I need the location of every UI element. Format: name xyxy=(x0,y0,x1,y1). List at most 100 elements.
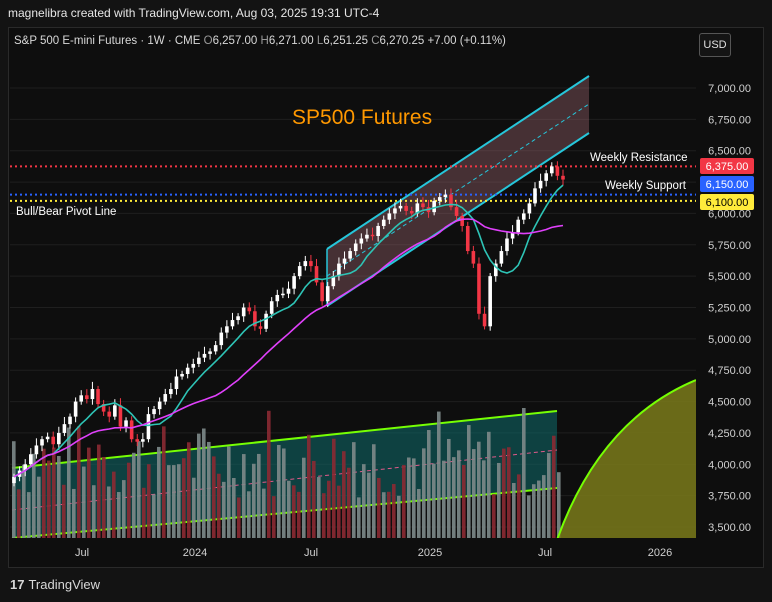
volume-bar xyxy=(407,457,411,538)
price-badge-label: 6,100.00 xyxy=(706,197,749,209)
candle-body xyxy=(57,432,61,445)
volume-bar xyxy=(247,491,251,538)
volume-bar xyxy=(317,477,321,538)
volume-bar xyxy=(252,463,256,538)
candle-body xyxy=(236,316,240,321)
candle-body xyxy=(387,213,392,220)
volume-bar xyxy=(172,465,176,538)
volume-bar xyxy=(327,480,331,538)
high-key: H xyxy=(260,35,269,47)
candle-body xyxy=(398,205,403,209)
volume-bar xyxy=(77,426,81,538)
volume-bar xyxy=(427,430,431,538)
volume-bar xyxy=(497,462,501,538)
volume-bar xyxy=(162,426,166,538)
candle-body xyxy=(62,424,67,433)
volume-bar xyxy=(422,448,426,538)
candle-body xyxy=(135,439,140,442)
volume-bar xyxy=(522,408,526,538)
candle-body xyxy=(23,464,28,471)
y-tick-label: 3,500.00 xyxy=(708,522,751,534)
volume-bar xyxy=(192,477,196,538)
volume-bar xyxy=(17,489,21,538)
volume-bar xyxy=(447,438,451,538)
volume-bar xyxy=(527,495,531,538)
candle-body xyxy=(359,238,364,244)
candle-body xyxy=(12,476,16,484)
candle-body xyxy=(549,166,554,174)
candle-body xyxy=(286,288,291,294)
candle-body xyxy=(454,207,459,216)
candle-body xyxy=(253,311,257,327)
volume-bar xyxy=(337,485,341,538)
x-tick-label: 2024 xyxy=(183,547,207,559)
volume-bar xyxy=(377,477,381,538)
volume-bar xyxy=(402,465,406,538)
candle-body xyxy=(202,353,207,358)
candle-body xyxy=(213,345,218,352)
candle-body xyxy=(353,243,358,252)
price-badge-label: 6,150.00 xyxy=(706,179,749,191)
candle-body xyxy=(505,238,509,252)
change-value: +7.00 (+0.11%) xyxy=(427,35,506,47)
volume-bar xyxy=(127,462,131,538)
y-tick-label: 4,250.00 xyxy=(708,428,751,440)
candle-body xyxy=(533,188,537,204)
candle-body xyxy=(544,173,548,181)
volume-bar xyxy=(537,480,541,538)
candle-body xyxy=(34,445,39,455)
volume-bar xyxy=(467,425,471,538)
volume-bar xyxy=(312,460,316,538)
arc-fill xyxy=(557,380,696,538)
volume-bar xyxy=(387,491,391,538)
volume-bar xyxy=(137,441,141,538)
volume-bar xyxy=(232,477,236,538)
volume-bar xyxy=(152,494,156,538)
candle-body xyxy=(113,405,117,417)
volume-bar xyxy=(42,448,46,538)
volume-bar xyxy=(512,482,516,538)
volume-bar xyxy=(52,447,56,538)
candle-body xyxy=(409,210,414,214)
candle-body xyxy=(482,313,487,327)
volume-bar xyxy=(517,474,521,538)
y-tick-label: 3,750.00 xyxy=(708,491,751,503)
y-tick-label: 4,750.00 xyxy=(708,365,751,377)
plot-layer xyxy=(10,75,696,538)
currency-button[interactable]: USD xyxy=(699,33,731,57)
volume-bar xyxy=(487,431,491,538)
volume-bar xyxy=(322,493,326,538)
volume-bar xyxy=(347,467,351,538)
volume-bar xyxy=(482,460,486,538)
volume-bar xyxy=(197,433,201,538)
candle-body xyxy=(230,320,235,327)
y-tick-label: 5,750.00 xyxy=(708,240,751,252)
volume-bar xyxy=(277,444,281,538)
volume-bar xyxy=(122,480,126,538)
volume-bar xyxy=(372,444,376,538)
volume-bar xyxy=(142,487,146,538)
volume-bar xyxy=(442,460,446,538)
symbol-label[interactable]: S&P 500 E-mini Futures · 1W · CME xyxy=(14,35,201,47)
arc-line xyxy=(556,379,696,538)
y-tick-label: 5,500.00 xyxy=(708,271,751,283)
volume-bar xyxy=(342,451,346,538)
candle-body xyxy=(247,307,252,312)
x-tick-label: 2025 xyxy=(418,547,442,559)
volume-bar xyxy=(452,457,456,538)
volume-bar xyxy=(457,450,461,538)
candle-body xyxy=(488,276,492,327)
candle-body xyxy=(107,411,112,417)
candle-body xyxy=(219,332,224,346)
low-value: 6,251.25 xyxy=(323,35,368,47)
volume-bar xyxy=(542,475,546,538)
volume-bar xyxy=(492,494,496,538)
candle-body xyxy=(157,401,162,410)
candle-body xyxy=(208,351,212,354)
footer-brand[interactable]: 17 TradingView xyxy=(10,577,100,592)
candle-body xyxy=(225,326,229,333)
volume-bar xyxy=(382,492,386,538)
y-tick-label: 4,500.00 xyxy=(708,397,751,409)
candle-body xyxy=(331,276,336,287)
